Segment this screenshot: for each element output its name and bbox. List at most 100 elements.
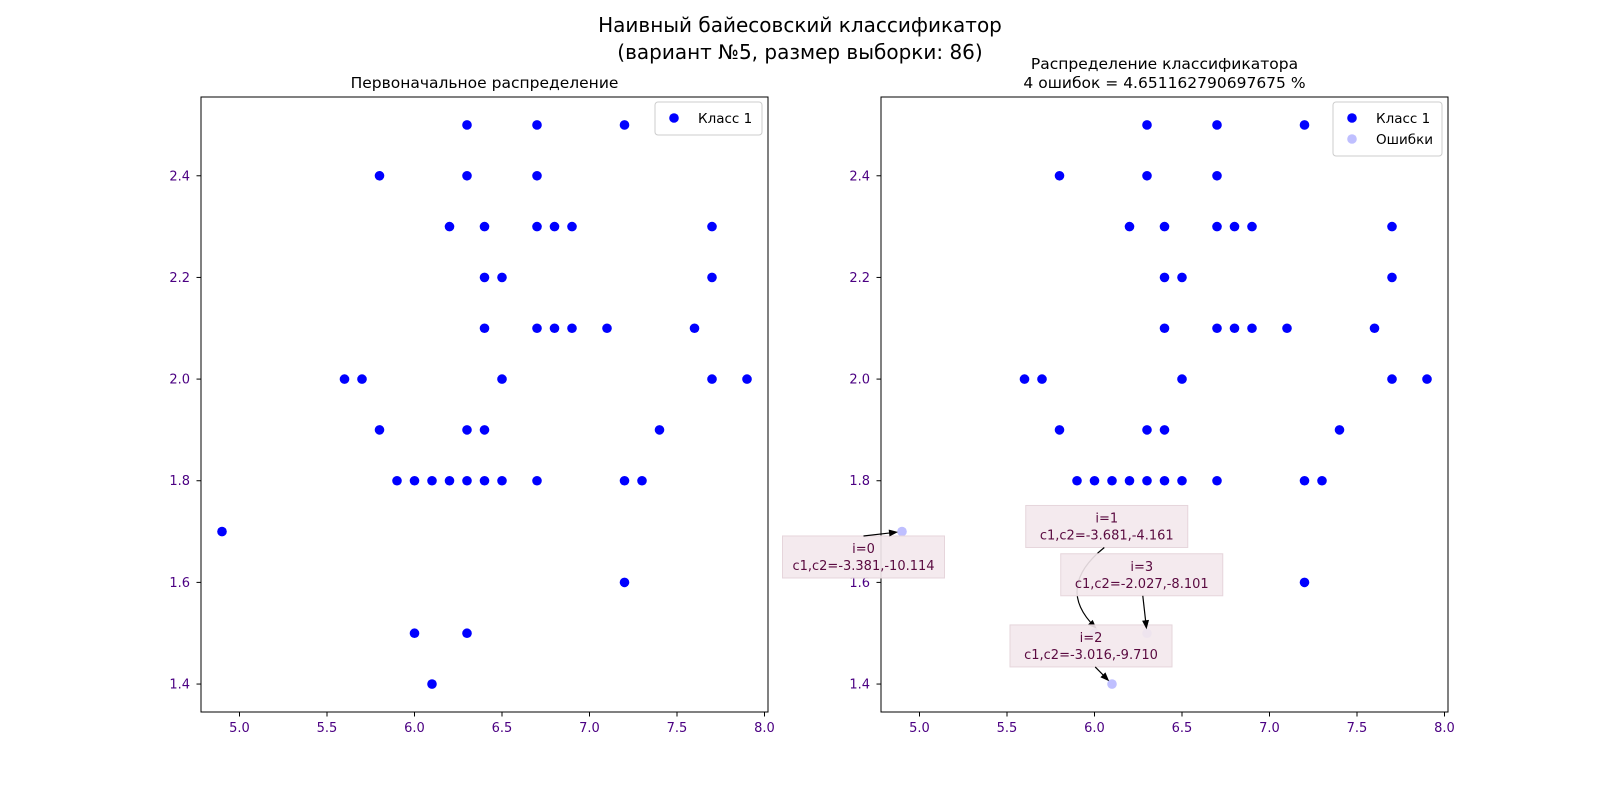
class1-point	[1212, 475, 1222, 486]
class1-point	[479, 221, 490, 232]
annotation-index: i=2	[1080, 631, 1103, 646]
annotation-1: i=1 c1,c2=-3.681,-4.161	[1025, 504, 1189, 629]
class1-point	[497, 475, 507, 486]
y-tick-label: 2.0	[849, 373, 870, 388]
annotation-box	[1009, 624, 1173, 668]
legend-frame	[1332, 101, 1443, 157]
suptitle-line-2: (вариант №5, размер выборки: 86)	[617, 40, 983, 64]
legend-marker	[669, 113, 679, 123]
x-tick-label: 5.5	[317, 721, 338, 736]
annotation-values: c1,c2=-3.016,-9.710	[1024, 648, 1158, 663]
left-subplot: Первоначальное распределение 5.0 5.5 6.0 6.5…	[169, 74, 775, 736]
y-tick-label: 1.6	[169, 576, 190, 591]
class1-point	[1247, 221, 1257, 232]
x-tick-label: 7.0	[1259, 721, 1280, 736]
class1-point	[444, 475, 455, 486]
annotation-arrowhead	[1100, 672, 1110, 682]
x-tick-label: 6.5	[1172, 721, 1193, 736]
class1-point	[1177, 374, 1187, 384]
class1-point	[392, 475, 402, 486]
class1-point	[217, 526, 227, 537]
class1-point	[532, 475, 542, 486]
class1-point	[1422, 374, 1432, 384]
x-tick-label: 5.5	[997, 721, 1018, 736]
class1-point	[427, 679, 437, 689]
class1-point	[409, 628, 420, 639]
x-tick-label: 7.0	[579, 721, 600, 736]
figure-suptitle: Наивный байесовский классификатор (вариа…	[0, 12, 1600, 66]
axes-frame	[200, 96, 769, 713]
annotation-0: i=0 c1,c2=-3.381,-10.114	[782, 529, 945, 579]
class1-point	[742, 374, 752, 384]
annotation-values: c1,c2=-2.027,-8.101	[1075, 577, 1209, 592]
class1-point	[567, 323, 577, 334]
class1-point	[1229, 221, 1240, 232]
class1-point	[1142, 425, 1152, 435]
y-tick-label: 1.8	[849, 474, 870, 489]
class1-point	[1387, 272, 1397, 283]
class1-point	[532, 323, 542, 334]
class1-point	[462, 475, 472, 486]
class1-point	[1159, 425, 1170, 435]
annotation-3: i=3 c1,c2=-2.027,-8.101	[1060, 553, 1224, 630]
class1-point	[1212, 120, 1222, 130]
class1-point	[602, 323, 612, 334]
class1-point	[1159, 272, 1170, 283]
class1-point	[1212, 170, 1222, 181]
class1-point	[1177, 475, 1187, 486]
annotation-arrowhead	[1142, 619, 1150, 630]
class1-point	[689, 323, 700, 334]
class1-point	[1159, 323, 1170, 334]
y-tick-label: 1.4	[169, 678, 190, 693]
class1-point	[1317, 475, 1327, 486]
annotation-index: i=0	[852, 542, 875, 557]
suptitle-line-1: Наивный байесовский классификатор	[598, 13, 1002, 37]
class1-point	[1229, 323, 1240, 334]
class1-point	[444, 221, 455, 232]
class1-point	[479, 323, 490, 334]
y-tick-label: 2.0	[169, 373, 190, 388]
y-tick-label: 1.4	[849, 678, 870, 693]
class1-point	[427, 475, 437, 486]
class1-point	[1124, 475, 1135, 486]
x-tick-label: 8.0	[754, 721, 775, 736]
class1-point	[1212, 221, 1222, 232]
legend-marker	[1347, 134, 1357, 144]
class1-point	[707, 374, 717, 384]
class1-point	[1177, 272, 1187, 283]
x-tick-label: 6.5	[492, 721, 513, 736]
y-tick-label: 1.6	[849, 576, 870, 591]
legend-frame	[654, 101, 763, 136]
class1-point	[1142, 120, 1152, 130]
class1-point	[497, 272, 507, 283]
class1-point	[1282, 323, 1292, 334]
legend-marker	[1347, 113, 1357, 123]
annotation-box	[782, 535, 945, 579]
annotation-2: i=2 c1,c2=-3.016,-9.710	[1009, 624, 1173, 682]
class1-point	[1142, 475, 1152, 486]
class1-point	[1299, 475, 1310, 486]
class1-point	[1159, 475, 1170, 486]
class1-point	[1334, 425, 1345, 435]
x-tick-label: 5.0	[229, 721, 250, 736]
class1-point	[1142, 170, 1152, 181]
x-tick-label: 6.0	[1084, 721, 1105, 736]
x-tick-label: 6.0	[404, 721, 425, 736]
class1-point	[1299, 120, 1310, 130]
class1-point	[1072, 475, 1082, 486]
class1-point	[1369, 323, 1380, 334]
class1-point	[654, 425, 665, 435]
class1-point	[532, 170, 542, 181]
class1-point	[374, 425, 385, 435]
annotation-index: i=3	[1130, 560, 1153, 575]
class1-point	[1107, 475, 1117, 486]
class1-point	[549, 221, 560, 232]
annotation-box	[1060, 553, 1224, 597]
class1-point	[1387, 374, 1397, 384]
x-tick-label: 7.5	[1347, 721, 1368, 736]
class1-point	[479, 272, 490, 283]
class1-point	[707, 272, 717, 283]
axes-frame	[880, 96, 1449, 713]
class1-point	[707, 221, 717, 232]
